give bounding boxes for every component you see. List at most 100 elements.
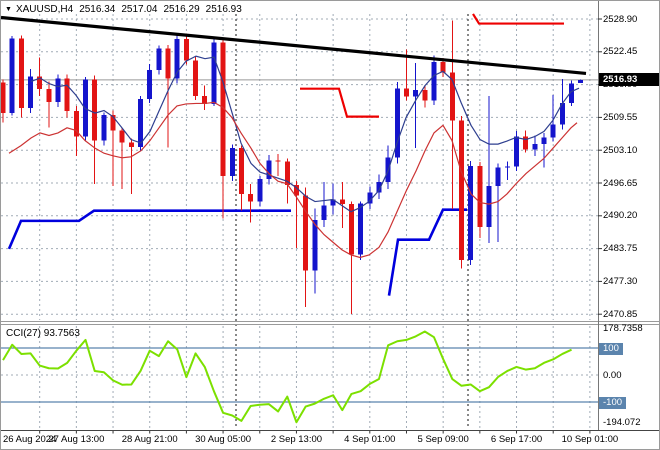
candle-body bbox=[257, 179, 263, 202]
ma-fast-line bbox=[30, 55, 580, 213]
price-axis-label: 2503.10 bbox=[603, 144, 638, 156]
price-axis-label: 2490.20 bbox=[603, 210, 638, 222]
cci-line bbox=[2, 330, 572, 424]
candle-body bbox=[248, 193, 254, 202]
candle-body bbox=[55, 78, 61, 102]
price-axis-label: 2470.85 bbox=[603, 308, 638, 320]
symbol-dropdown-icon[interactable]: ▼ bbox=[5, 6, 12, 13]
time-axis-label: 26 Aug 2024 bbox=[3, 434, 57, 445]
candle-body bbox=[514, 136, 520, 167]
time-axis[interactable]: 26 Aug 2024 27 Aug 13:00 28 Aug 21:00 30 Au… bbox=[1, 433, 659, 449]
support-step-line bbox=[387, 208, 467, 296]
symbol-period-label: XAUUSD,H4 bbox=[15, 4, 74, 15]
ohlc-low: 2516.29 bbox=[163, 4, 200, 15]
indicator-label: CCI(27) 93.7563 bbox=[6, 328, 80, 339]
candle-body bbox=[211, 42, 217, 104]
candle-body bbox=[431, 62, 437, 101]
cci-level-tag: 100 bbox=[599, 342, 623, 355]
candle-body bbox=[83, 79, 89, 137]
candle-body bbox=[138, 98, 144, 148]
resistance-step-line bbox=[300, 87, 379, 118]
ohlc-high: 2517.04 bbox=[121, 4, 158, 15]
time-axis-label: 4 Sep 01:00 bbox=[344, 434, 396, 445]
current-price-tag: 2516.93 bbox=[599, 73, 659, 87]
time-axis-label: 28 Aug 21:00 bbox=[121, 434, 178, 445]
candle-body bbox=[165, 48, 171, 79]
price-axis-label: 2528.90 bbox=[603, 13, 638, 25]
price-axis-label: 2483.75 bbox=[603, 243, 638, 255]
candle-body bbox=[64, 78, 70, 112]
candle-body bbox=[376, 182, 382, 193]
candle-body bbox=[119, 130, 125, 143]
candles-group bbox=[1, 20, 584, 314]
candle-body bbox=[321, 205, 327, 220]
candle-body bbox=[1, 82, 6, 114]
candle-body bbox=[578, 79, 584, 83]
candle-body bbox=[37, 76, 43, 90]
candle-body bbox=[413, 90, 419, 97]
candle-body bbox=[440, 62, 446, 73]
price-axis-label: 2496.65 bbox=[603, 177, 638, 189]
candle-body bbox=[394, 88, 400, 158]
candle-body bbox=[73, 111, 79, 137]
candle-body bbox=[477, 165, 483, 227]
candle-body bbox=[523, 136, 529, 150]
candle-body bbox=[293, 184, 299, 196]
candle-body bbox=[330, 199, 336, 206]
candle-body bbox=[238, 148, 244, 194]
time-axis-label: 30 Aug 05:00 bbox=[195, 434, 252, 445]
candle-body bbox=[28, 76, 34, 108]
candle-body bbox=[229, 148, 235, 177]
ohlc-close: 2516.93 bbox=[205, 4, 242, 15]
candle-body bbox=[18, 38, 24, 108]
candle-body bbox=[284, 161, 290, 185]
candle-body bbox=[156, 48, 162, 70]
trendline bbox=[1, 15, 587, 76]
candle-body bbox=[495, 167, 501, 186]
candle-body bbox=[147, 69, 153, 99]
candle-body bbox=[569, 83, 575, 103]
time-axis-label: 5 Sep 09:00 bbox=[417, 434, 469, 445]
candle-body bbox=[339, 199, 345, 205]
cci-axis-label: 178.7358 bbox=[603, 323, 643, 334]
time-axis-label: 27 Aug 13:00 bbox=[48, 434, 105, 445]
candle-body bbox=[220, 42, 226, 177]
cci-axis-label: 0.00 bbox=[603, 369, 622, 381]
candle-body bbox=[504, 166, 510, 168]
candle-body bbox=[183, 38, 189, 61]
candle-body bbox=[550, 124, 556, 138]
support-step-line bbox=[7, 209, 291, 250]
candle-body bbox=[174, 38, 180, 79]
candle-body bbox=[101, 115, 107, 141]
candle-body bbox=[449, 72, 455, 121]
time-axis-label: 10 Sep 01:00 bbox=[561, 434, 619, 445]
chart-header: ▼ XAUUSD,H4 2516.34 2517.04 2516.29 2516.93 bbox=[5, 4, 248, 15]
price-axis-label: 2477.30 bbox=[603, 275, 638, 287]
candle-body bbox=[559, 102, 565, 125]
time-axis-label: 2 Sep 13:00 bbox=[270, 434, 323, 445]
candle-body bbox=[348, 204, 354, 255]
candle-body bbox=[9, 38, 15, 114]
candle-body bbox=[459, 120, 464, 261]
candle-body bbox=[541, 137, 547, 145]
candle-body bbox=[468, 165, 474, 261]
candle-body bbox=[202, 95, 208, 104]
candle-body bbox=[303, 195, 309, 271]
ma-slow-line bbox=[8, 101, 578, 259]
time-axis-label: 6 Sep 17:00 bbox=[490, 434, 543, 445]
candle-body bbox=[46, 89, 52, 102]
price-axis-label: 2522.45 bbox=[603, 46, 638, 58]
candle-body bbox=[128, 142, 134, 148]
candle-body bbox=[422, 90, 428, 101]
candle-body bbox=[110, 115, 116, 131]
candle-body bbox=[358, 203, 364, 255]
price-axis-label: 2509.55 bbox=[603, 111, 638, 123]
candle-body bbox=[92, 79, 98, 141]
cci-level-tag: -100 bbox=[599, 396, 627, 409]
candle-body bbox=[266, 160, 272, 180]
candle-body bbox=[486, 185, 492, 227]
cci-axis-label: -194.072 bbox=[603, 417, 641, 428]
candle-body bbox=[367, 192, 373, 204]
